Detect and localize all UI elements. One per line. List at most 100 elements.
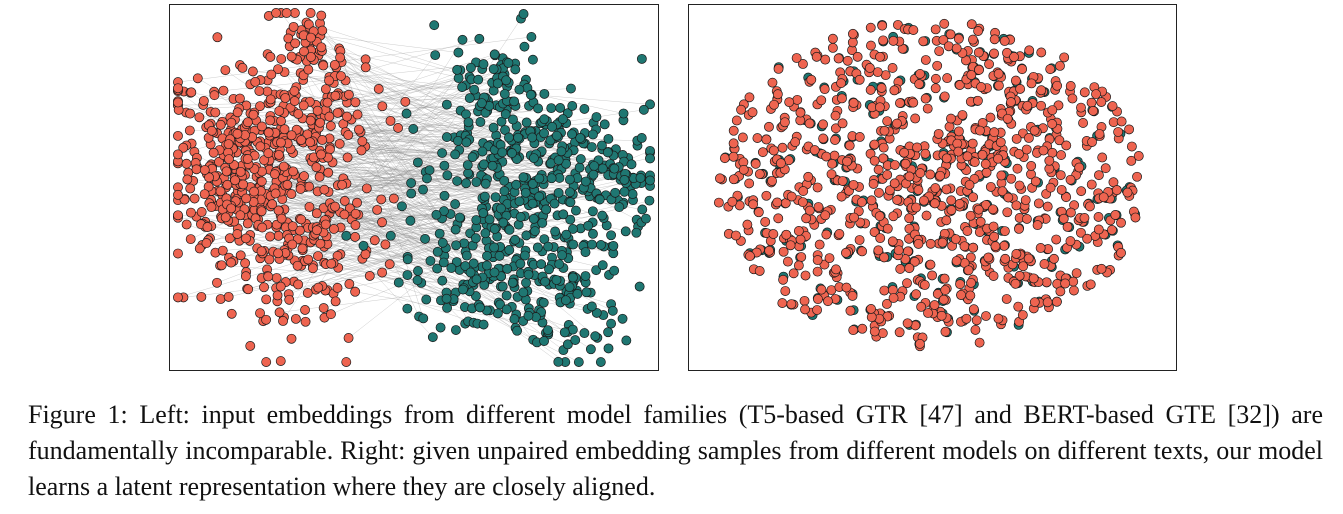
aligned-gtr-point	[761, 190, 772, 201]
aligned-gtr-point	[768, 145, 779, 156]
gte-point	[521, 230, 532, 241]
gtr-point	[323, 167, 334, 178]
aligned-gtr-point	[993, 313, 1004, 324]
pairing-line	[333, 82, 550, 144]
gte-point	[544, 264, 554, 275]
aligned-gtr-point	[957, 110, 968, 120]
aligned-gtr-point	[803, 171, 814, 182]
gte-point	[511, 179, 522, 190]
gte-point	[430, 50, 441, 61]
aligned-gtr-point	[834, 229, 845, 239]
gte-point	[644, 195, 655, 206]
aligned-gtr-point	[995, 137, 1006, 148]
gte-point	[465, 62, 476, 73]
gte-point	[461, 178, 472, 189]
gtr-point	[255, 308, 265, 319]
gte-point	[471, 215, 482, 225]
gte-point	[454, 212, 465, 223]
aligned-gtr-point	[1002, 113, 1013, 124]
gte-point	[515, 212, 526, 222]
gte-point	[575, 133, 586, 143]
aligned-gtr-point	[1029, 125, 1040, 136]
gte-point	[439, 160, 450, 171]
aligned-gtr-point	[987, 204, 998, 215]
gtr-point	[296, 214, 307, 225]
aligned-gtr-point	[920, 55, 931, 65]
gte-point	[461, 250, 472, 261]
gte-point	[587, 239, 597, 250]
gte-point	[462, 160, 473, 170]
gte-point	[401, 108, 412, 119]
gtr-point	[242, 117, 253, 128]
aligned-gtr-point	[799, 295, 810, 306]
aligned-gtr-point	[989, 48, 999, 59]
gte-point	[562, 339, 573, 350]
aligned-gtr-point	[1036, 85, 1047, 96]
aligned-gtr-point	[837, 93, 847, 104]
gtr-point	[376, 194, 387, 205]
gte-point	[534, 191, 545, 202]
aligned-gtr-point	[942, 73, 953, 84]
gtr-point	[343, 89, 354, 100]
aligned-gtr-point	[981, 167, 992, 178]
aligned-gtr-point	[848, 179, 859, 190]
aligned-gtr-point	[954, 198, 965, 209]
gte-point	[550, 226, 561, 237]
aligned-gtr-point	[830, 110, 841, 121]
aligned-gtr-point	[941, 153, 952, 164]
aligned-gtr-point	[925, 169, 936, 180]
gte-point	[489, 242, 500, 253]
gte-point	[527, 178, 538, 189]
aligned-gtr-point	[824, 253, 835, 264]
aligned-gtr-point	[1126, 141, 1137, 152]
aligned-gtr-point	[950, 234, 961, 245]
aligned-gtr-point	[968, 242, 979, 253]
gtr-point	[276, 116, 286, 126]
aligned-gtr-point	[882, 116, 893, 127]
gte-point	[566, 83, 576, 94]
gte-point	[636, 133, 647, 143]
aligned-gtr-point	[963, 265, 974, 276]
aligned-gtr-point	[781, 229, 792, 240]
aligned-gtr-point	[965, 290, 976, 301]
aligned-gtr-point	[941, 184, 952, 195]
gtr-point	[326, 309, 336, 320]
gte-point	[484, 214, 495, 225]
gte-point	[554, 259, 565, 270]
aligned-gtr-point	[1110, 210, 1121, 220]
gtr-point	[289, 96, 300, 106]
aligned-gtr-point	[922, 103, 933, 114]
aligned-gtr-point	[1052, 80, 1063, 91]
aligned-gtr-point	[1071, 268, 1082, 279]
gte-point	[617, 313, 628, 324]
aligned-gtr-point	[889, 178, 900, 189]
gtr-point	[242, 218, 253, 229]
gtr-point	[264, 254, 275, 265]
aligned-gtr-point	[920, 148, 931, 159]
aligned-gtr-point	[1039, 259, 1050, 269]
gte-point	[432, 246, 443, 257]
aligned-gtr-point	[1116, 217, 1126, 228]
gtr-point	[377, 267, 388, 278]
aligned-gtr-point	[842, 55, 853, 66]
gtr-point	[350, 97, 361, 108]
gte-point	[460, 261, 471, 271]
aligned-gtr-point	[866, 304, 876, 314]
aligned-gtr-point	[1035, 243, 1046, 253]
pairing-line	[279, 289, 464, 313]
gtr-point	[294, 225, 305, 236]
gte-point	[473, 74, 484, 85]
aligned-gtr-point	[869, 227, 880, 237]
aligned-gtr-point	[1067, 93, 1078, 104]
aligned-gtr-point	[881, 299, 892, 309]
aligned-gtr-point	[1028, 273, 1039, 284]
aligned-gtr-point	[1116, 247, 1126, 258]
aligned-gtr-point	[873, 164, 884, 175]
gtr-point	[293, 108, 304, 119]
aligned-gtr-point	[955, 279, 966, 290]
gtr-point	[286, 189, 297, 199]
figure-caption: Figure 1: Left: input embeddings from di…	[28, 397, 1323, 505]
gte-point	[467, 152, 478, 163]
gte-point	[504, 224, 515, 235]
gtr-point	[350, 286, 361, 297]
